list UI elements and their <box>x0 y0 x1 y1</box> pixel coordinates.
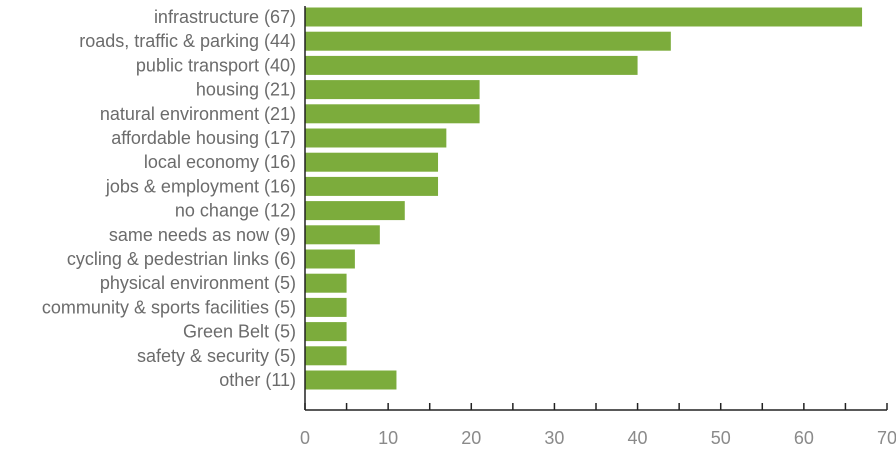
bar <box>305 128 447 148</box>
category-label: same needs as now (9) <box>109 225 296 245</box>
x-tick-label: 0 <box>300 428 310 448</box>
category-label: other (11) <box>219 370 296 390</box>
category-label: jobs & employment (16) <box>105 176 296 196</box>
x-tick-label: 60 <box>794 428 814 448</box>
category-label: roads, traffic & parking (44) <box>79 31 296 51</box>
x-tick-label: 70 <box>877 428 896 448</box>
bar <box>305 152 439 172</box>
x-tick-label: 40 <box>628 428 648 448</box>
bar <box>305 201 405 221</box>
x-tick-labels-group: 0 10 20 30 40 50 60 70 <box>300 428 896 448</box>
category-label: public transport (40) <box>136 55 296 75</box>
bar <box>305 80 480 100</box>
bar <box>305 176 439 196</box>
bar <box>305 273 347 293</box>
bar <box>305 249 355 269</box>
bar <box>305 225 380 245</box>
x-tick-label: 30 <box>544 428 564 448</box>
bar <box>305 31 671 51</box>
category-label: affordable housing (17) <box>111 128 296 148</box>
category-label: physical environment (5) <box>100 273 296 293</box>
x-tick-label: 50 <box>711 428 731 448</box>
x-ticks-group <box>304 403 888 410</box>
bar <box>305 7 863 27</box>
bar <box>305 55 638 75</box>
category-label: cycling & pedestrian links (6) <box>67 249 296 269</box>
x-tick-label: 20 <box>461 428 481 448</box>
bar <box>305 297 347 317</box>
bar <box>305 370 397 390</box>
bar <box>305 346 347 366</box>
bars-group <box>305 7 863 390</box>
category-label: safety & security (5) <box>137 346 296 366</box>
category-label: Green Belt (5) <box>183 322 296 342</box>
category-label: infrastructure (67) <box>154 7 296 27</box>
category-label: natural environment (21) <box>100 104 296 124</box>
bar <box>305 104 480 124</box>
category-label: housing (21) <box>196 80 296 100</box>
category-labels-group: infrastructure (67) roads, traffic & park… <box>42 7 296 390</box>
category-label: community & sports facilities (5) <box>42 297 296 317</box>
x-tick-label: 10 <box>378 428 398 448</box>
category-label: local economy (16) <box>144 152 296 172</box>
category-label: no change (12) <box>175 201 296 221</box>
bar <box>305 322 347 342</box>
